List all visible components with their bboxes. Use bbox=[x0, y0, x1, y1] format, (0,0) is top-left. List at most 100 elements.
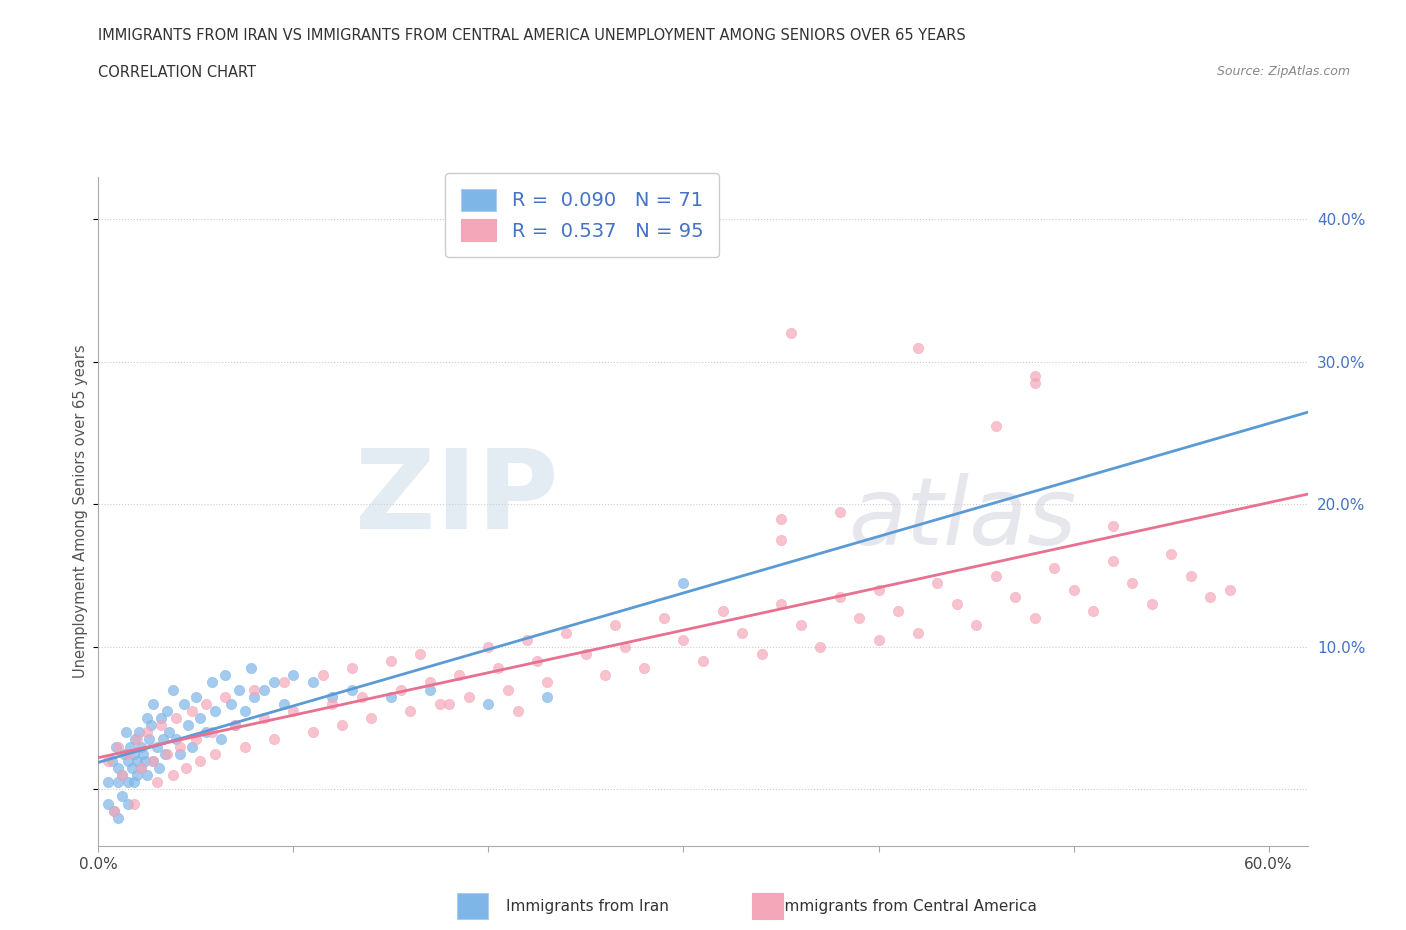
Point bbox=[117, 796, 139, 811]
Point bbox=[595, 668, 617, 683]
Point bbox=[302, 724, 325, 739]
Point bbox=[439, 697, 461, 711]
Legend: R =  0.090   N = 71, R =  0.537   N = 95: R = 0.090 N = 71, R = 0.537 N = 95 bbox=[446, 173, 718, 257]
Point bbox=[204, 703, 226, 718]
Point bbox=[111, 767, 134, 782]
Point bbox=[253, 682, 276, 697]
Point bbox=[789, 618, 811, 633]
Point bbox=[169, 746, 191, 761]
Point bbox=[136, 711, 159, 725]
Point bbox=[751, 646, 773, 661]
Point bbox=[283, 668, 305, 683]
Point bbox=[672, 632, 695, 647]
Point bbox=[496, 682, 519, 697]
Point bbox=[1140, 597, 1163, 612]
Point bbox=[200, 675, 222, 690]
Point bbox=[1219, 582, 1241, 597]
Point bbox=[536, 689, 558, 704]
Point bbox=[769, 533, 792, 548]
Point bbox=[149, 718, 172, 733]
Point bbox=[984, 568, 1007, 583]
Point bbox=[243, 689, 266, 704]
Point bbox=[449, 668, 471, 683]
Point bbox=[848, 611, 870, 626]
Point bbox=[614, 640, 637, 655]
Point bbox=[228, 682, 250, 697]
Point bbox=[1160, 547, 1182, 562]
Point bbox=[731, 625, 754, 640]
Point bbox=[107, 761, 129, 776]
Point bbox=[118, 739, 141, 754]
Point bbox=[153, 746, 176, 761]
Point bbox=[1180, 568, 1202, 583]
Point bbox=[506, 703, 529, 718]
Point bbox=[114, 724, 136, 739]
Point bbox=[162, 767, 184, 782]
Point bbox=[302, 675, 325, 690]
Point bbox=[652, 611, 675, 626]
Point bbox=[101, 753, 124, 768]
Point bbox=[868, 582, 890, 597]
Point bbox=[136, 724, 159, 739]
Point bbox=[122, 746, 145, 761]
Y-axis label: Unemployment Among Seniors over 65 years: Unemployment Among Seniors over 65 years bbox=[73, 345, 87, 678]
Point bbox=[419, 682, 441, 697]
Point bbox=[117, 746, 139, 761]
Point bbox=[605, 618, 627, 633]
Point bbox=[149, 711, 172, 725]
Point bbox=[138, 732, 160, 747]
Point bbox=[945, 597, 967, 612]
Point bbox=[148, 761, 170, 776]
Point bbox=[1043, 561, 1066, 576]
Point bbox=[97, 796, 120, 811]
Point bbox=[142, 753, 165, 768]
Point bbox=[156, 703, 179, 718]
Text: atlas: atlas bbox=[848, 472, 1077, 564]
Point bbox=[127, 732, 149, 747]
Point bbox=[1024, 376, 1046, 391]
Point bbox=[214, 689, 236, 704]
Point bbox=[124, 732, 146, 747]
Point bbox=[330, 718, 353, 733]
Text: CORRELATION CHART: CORRELATION CHART bbox=[98, 65, 256, 80]
Point bbox=[1101, 518, 1123, 533]
Point bbox=[131, 761, 153, 776]
Point bbox=[965, 618, 987, 633]
Point bbox=[711, 604, 734, 618]
Point bbox=[312, 668, 335, 683]
Text: ZIP: ZIP bbox=[354, 445, 558, 551]
Point bbox=[273, 697, 295, 711]
Point bbox=[127, 767, 149, 782]
Point bbox=[181, 739, 204, 754]
Point bbox=[97, 753, 120, 768]
Point bbox=[122, 775, 145, 790]
Point bbox=[181, 703, 204, 718]
Point bbox=[672, 576, 695, 591]
Point bbox=[1101, 554, 1123, 569]
Point bbox=[107, 810, 129, 825]
Point bbox=[131, 761, 153, 776]
Point bbox=[132, 746, 155, 761]
Point bbox=[1004, 590, 1026, 604]
Point bbox=[477, 640, 499, 655]
Point bbox=[399, 703, 422, 718]
Point bbox=[146, 739, 169, 754]
Point bbox=[1024, 368, 1046, 383]
Point bbox=[769, 597, 792, 612]
Point bbox=[107, 775, 129, 790]
Point bbox=[169, 739, 191, 754]
Point bbox=[536, 675, 558, 690]
Point bbox=[828, 590, 851, 604]
Point bbox=[769, 512, 792, 526]
Point bbox=[575, 646, 598, 661]
Point bbox=[162, 682, 184, 697]
Point bbox=[477, 697, 499, 711]
Point bbox=[907, 340, 929, 355]
Point bbox=[380, 689, 402, 704]
Point bbox=[907, 625, 929, 640]
Point bbox=[779, 326, 801, 341]
Point bbox=[283, 703, 305, 718]
Point bbox=[219, 697, 242, 711]
Point bbox=[1081, 604, 1104, 618]
Point bbox=[204, 746, 226, 761]
